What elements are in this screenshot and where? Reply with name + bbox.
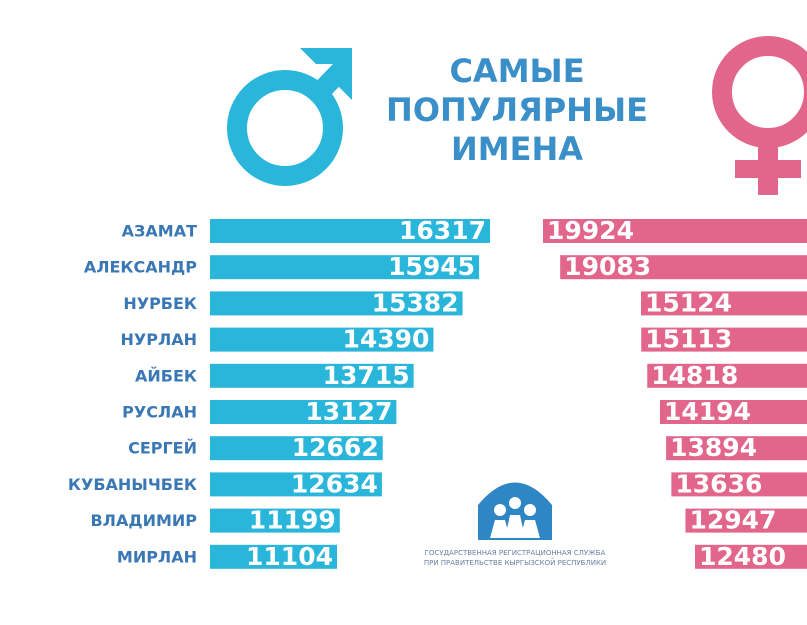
category-label: МИРЛАН	[117, 547, 197, 566]
category-label: АЙБЕК	[135, 366, 197, 385]
bar	[210, 291, 463, 316]
bar	[210, 436, 383, 461]
value-label: 16317	[399, 216, 486, 245]
bar	[210, 400, 397, 424]
value-label: 15945	[388, 252, 475, 281]
value-label: 14390	[342, 325, 429, 354]
bar	[210, 219, 490, 243]
value-label: 15113	[645, 325, 732, 354]
male-symbol	[227, 48, 353, 186]
value-label: 14818	[651, 361, 738, 390]
title-line: ПОПУЛЯРНЫЕ	[386, 91, 648, 129]
value-label: 15124	[645, 288, 732, 317]
value-label: 11199	[249, 506, 336, 535]
bar	[210, 255, 480, 280]
value-label: 12634	[291, 469, 378, 498]
value-label: 11104	[246, 542, 333, 571]
value-label: 13894	[670, 433, 757, 462]
value-label: 13715	[323, 361, 410, 390]
bar	[560, 255, 807, 280]
bar	[671, 472, 807, 497]
category-label: АЗАМАТ	[122, 222, 197, 241]
bar	[543, 219, 807, 243]
bar	[660, 400, 807, 424]
value-label: 12947	[689, 506, 776, 535]
title-line: САМЫЕ	[449, 52, 584, 90]
bar	[210, 363, 414, 388]
category-label: КУБАНЫЧБЕК	[68, 475, 197, 494]
category-label: НУРБЕК	[123, 294, 197, 313]
bar	[695, 544, 807, 569]
value-label: 15382	[372, 288, 459, 317]
bar	[641, 291, 807, 316]
bar	[210, 508, 340, 533]
value-label: 19924	[547, 216, 634, 245]
logo-text: ПРИ ПРАВИТЕЛЬСТВЕ КЫРГЫЗСКОЙ РЕСПУБЛИКИ	[424, 558, 606, 567]
value-label: 12480	[699, 542, 786, 571]
logo-text: ГОСУДАРСТВЕННАЯ РЕГИСТРАЦИОННАЯ СЛУЖБА	[425, 549, 606, 557]
bar	[641, 327, 807, 352]
bar	[685, 508, 807, 533]
bar	[666, 436, 807, 461]
category-label: СЕРГЕЙ	[128, 439, 197, 458]
value-label: 13127	[305, 397, 392, 426]
value-label: 19083	[564, 252, 651, 281]
category-label: РУСЛАН	[122, 403, 197, 422]
bar	[647, 363, 807, 388]
title-line: ИМЕНА	[451, 130, 583, 168]
value-label: 12662	[292, 433, 379, 462]
category-label: ВЛАДИМИР	[90, 511, 197, 530]
category-label: НУРЛАН	[120, 330, 197, 349]
logo: ГОСУДАРСТВЕННАЯ РЕГИСТРАЦИОННАЯ СЛУЖБА П…	[424, 482, 606, 567]
bar	[210, 472, 382, 497]
value-label: 13636	[675, 469, 762, 498]
bar	[210, 327, 434, 352]
category-label: АЛЕКСАНДР	[84, 258, 197, 277]
value-label: 14194	[664, 397, 751, 426]
bar	[210, 544, 337, 569]
female-symbol	[712, 36, 807, 195]
